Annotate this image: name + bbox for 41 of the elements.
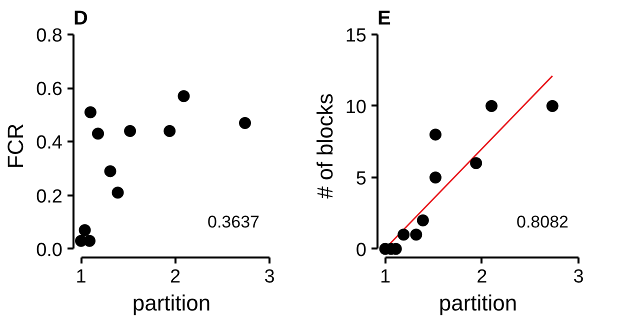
y-axis-title: # of blocks [312, 93, 338, 199]
point [416, 214, 429, 226]
y-tick-label: 0.2 [36, 186, 63, 208]
point [84, 234, 96, 247]
x-axis-title: partition [132, 290, 211, 316]
point [84, 106, 96, 118]
point [429, 171, 442, 184]
point [164, 125, 176, 137]
point [410, 228, 422, 241]
y-tick-label: 0 [356, 240, 367, 261]
point [546, 100, 558, 112]
point [104, 165, 116, 178]
chart-title: D [74, 8, 88, 30]
y-tick-label: 0.0 [36, 240, 63, 261]
point [470, 157, 482, 170]
annotation: 0.8082 [516, 212, 569, 232]
point [239, 116, 251, 129]
point [78, 224, 91, 236]
y-tick-label: 15 [345, 26, 367, 46]
annotation: 0.3637 [208, 212, 260, 232]
y-tick-label: 0.8 [36, 26, 63, 46]
point [486, 100, 498, 112]
chart-title: E [378, 8, 391, 30]
x-tick-label: 1 [76, 266, 86, 288]
point [178, 90, 190, 102]
y-tick-label: 5 [356, 168, 367, 190]
y-axis-title: FCR [3, 123, 28, 169]
point [398, 228, 410, 241]
point [429, 128, 442, 141]
x-tick-label: 2 [170, 266, 181, 288]
x-tick-label: 3 [264, 266, 275, 288]
x-axis-title: partition [438, 290, 518, 316]
y-tick-label: 0.4 [36, 132, 63, 154]
x-tick-label: 2 [476, 266, 488, 288]
point [112, 186, 124, 199]
y-tick-label: 0.6 [36, 79, 63, 100]
point [124, 125, 136, 137]
x-tick-label: 3 [573, 266, 584, 288]
point [92, 128, 104, 140]
y-tick-label: 10 [345, 96, 367, 118]
x-tick-label: 1 [380, 266, 391, 288]
